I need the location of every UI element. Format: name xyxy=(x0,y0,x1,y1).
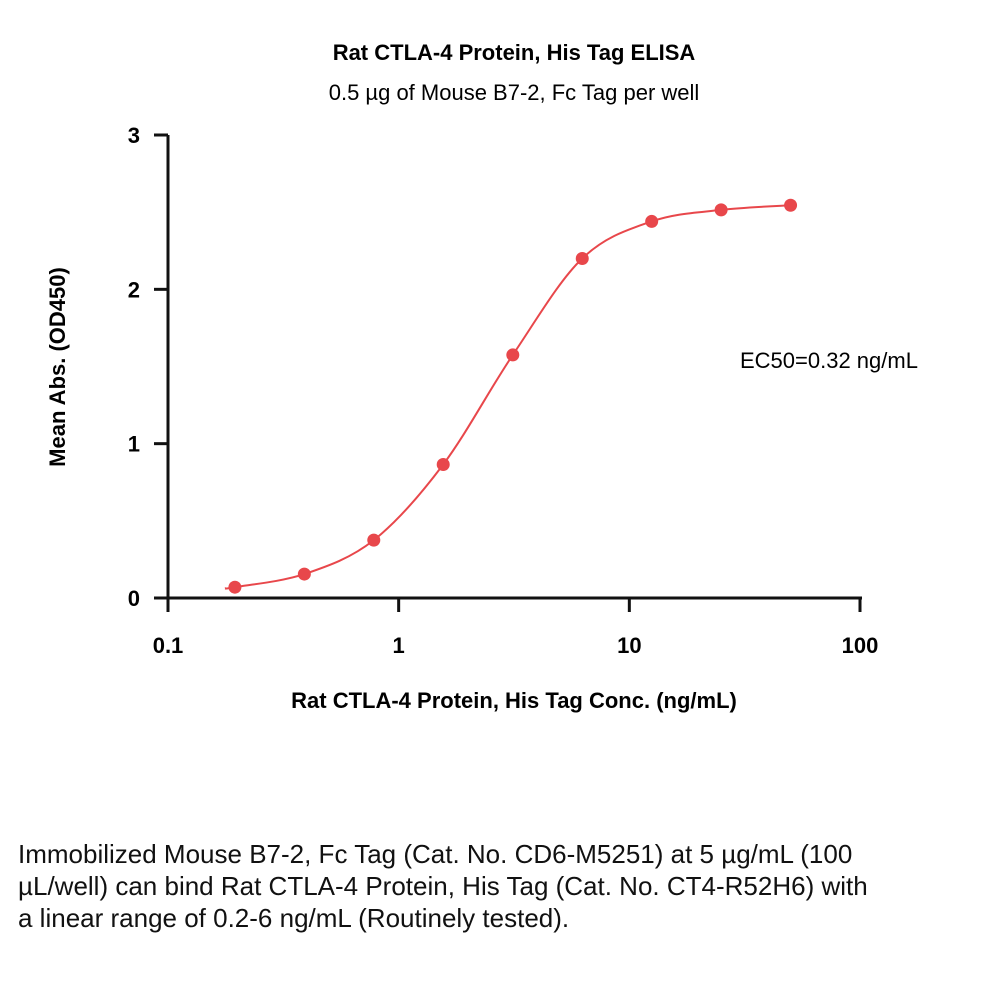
data-point xyxy=(297,567,311,581)
y-tick-label: 0 xyxy=(128,586,140,611)
elisa-chart: Rat CTLA-4 Protein, His Tag ELISA 0.5 µg… xyxy=(45,40,918,713)
y-axis-label: Mean Abs. (OD450) xyxy=(45,267,70,467)
data-point xyxy=(784,198,798,212)
x-tick-label: 10 xyxy=(617,633,641,658)
y-tick-label: 3 xyxy=(128,123,140,148)
fit-curve xyxy=(224,204,791,590)
chart-title: Rat CTLA-4 Protein, His Tag ELISA xyxy=(333,40,696,65)
data-points-layer xyxy=(228,198,798,594)
ec50-annotation: EC50=0.32 ng/mL xyxy=(740,348,918,373)
data-point xyxy=(645,214,659,228)
ticks: 0.1 1 10 100 0 1 2 3 xyxy=(128,123,879,658)
data-point xyxy=(714,203,728,217)
y-tick-label: 1 xyxy=(128,432,140,457)
x-tick-label: 100 xyxy=(842,633,879,658)
data-point xyxy=(506,348,520,362)
x-tick-label: 0.1 xyxy=(153,633,184,658)
figure-caption: Immobilized Mouse B7-2, Fc Tag (Cat. No.… xyxy=(18,839,868,933)
chart-subtitle: 0.5 µg of Mouse B7-2, Fc Tag per well xyxy=(329,80,700,105)
axes xyxy=(166,135,862,600)
data-point xyxy=(367,533,381,547)
fit-curve-layer xyxy=(224,204,791,590)
x-axis-label: Rat CTLA-4 Protein, His Tag Conc. (ng/mL… xyxy=(291,688,737,713)
data-point xyxy=(436,458,450,472)
x-tick-label: 1 xyxy=(393,633,405,658)
data-point xyxy=(575,251,589,265)
y-tick-label: 2 xyxy=(128,277,140,302)
data-point xyxy=(228,580,242,594)
